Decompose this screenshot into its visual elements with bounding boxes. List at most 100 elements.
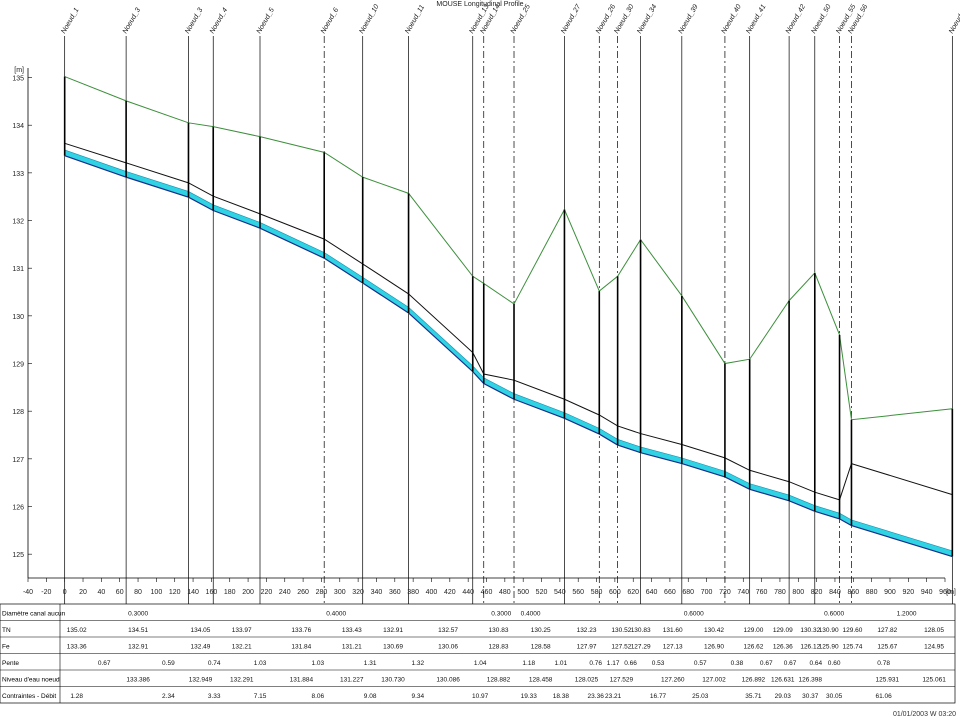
- table-cell: 128.025: [575, 677, 599, 684]
- chart-title: MOUSE Longitudinal Profile: [436, 1, 524, 8]
- x-tick-label: 560: [572, 589, 584, 596]
- node-label: Noeud_3: [184, 7, 204, 35]
- x-tick-label: 660: [664, 589, 676, 596]
- x-tick-label: 960: [939, 589, 951, 596]
- table-cell: 127.13: [663, 644, 683, 651]
- x-tick-label: 480: [499, 589, 511, 596]
- x-tick-label: 540: [554, 589, 566, 596]
- y-tick-label: 130: [12, 314, 24, 321]
- table-cell: 127.52: [611, 644, 631, 651]
- table-cell: 1.28: [70, 693, 83, 700]
- table-cell: 125.061: [922, 677, 946, 684]
- table-cell: 0.67: [98, 660, 111, 667]
- table-cell: 133.386: [126, 677, 150, 684]
- x-tick-label: 200: [242, 589, 254, 596]
- table-cell: 1.03: [312, 660, 325, 667]
- table-cell: 0.6000: [824, 611, 844, 618]
- table-cell: 133.43: [342, 627, 362, 634]
- table-cell: 132.91: [383, 627, 403, 634]
- x-tick-label: 360: [389, 589, 401, 596]
- x-tick-label: 300: [334, 589, 346, 596]
- node-label: Noeud_11: [404, 4, 426, 35]
- table-cell: 0.67: [760, 660, 773, 667]
- table-cell: 8.06: [312, 693, 325, 700]
- node-label: Noeud_50: [810, 3, 832, 35]
- table-cell: 128.882: [487, 677, 511, 684]
- table-cell: 132.291: [230, 677, 254, 684]
- table-cell: 10.97: [472, 693, 489, 700]
- table-cell: 1.32: [411, 660, 424, 667]
- table-cell: 127.260: [661, 677, 685, 684]
- table-cell: 132.57: [438, 627, 458, 634]
- table-cell: 128.58: [531, 644, 551, 651]
- x-tick-label: 760: [756, 589, 768, 596]
- x-tick-label: 620: [627, 589, 639, 596]
- x-tick-label: 20: [79, 589, 87, 596]
- table-cell: 1.18: [522, 660, 535, 667]
- x-unit-label: [m]: [946, 589, 956, 596]
- table-cell: 130.90: [819, 627, 839, 634]
- table-cell: 125.931: [876, 677, 900, 684]
- x-tick-label: 840: [829, 589, 841, 596]
- water-level-layer: [64, 149, 953, 557]
- table-cell: 128.05: [924, 627, 944, 634]
- table-cell: 7.15: [254, 693, 267, 700]
- table-cell: 133.76: [291, 627, 311, 634]
- table-cell: 131.21: [342, 644, 362, 651]
- y-tick-label: 127: [12, 457, 24, 464]
- table-cell: 130.83: [631, 627, 651, 634]
- node-label: Noeud_4: [209, 7, 229, 35]
- table-cell: 35.71: [745, 693, 762, 700]
- timestamp: 01/01/2003 W 03:20: [892, 711, 956, 718]
- table-cell: 0.57: [694, 660, 707, 667]
- table-cell: 16.77: [650, 693, 667, 700]
- y-unit-label: [m]: [14, 67, 24, 74]
- table-cell: 133.97: [232, 627, 252, 634]
- table-cell: 2.34: [162, 693, 175, 700]
- node-label: Noeud_58: [948, 3, 960, 35]
- table-cell: 132.949: [189, 677, 213, 684]
- node-label: Noeud_1: [60, 7, 80, 35]
- x-tick-label: 740: [737, 589, 749, 596]
- table-cell: 126.631: [771, 677, 795, 684]
- table-cell: 30.05: [826, 693, 843, 700]
- table-row-label: Contraintes - Débit: [2, 693, 56, 700]
- table-cell: 129.60: [843, 627, 863, 634]
- table-cell: 30.37: [802, 693, 819, 700]
- table-cell: 127.529: [610, 677, 634, 684]
- table-cell: 9.34: [411, 693, 424, 700]
- profile-lines-layer: [63, 76, 954, 558]
- table-cell: 25.03: [692, 693, 709, 700]
- table-cell: 130.69: [383, 644, 403, 651]
- table-cell: 134.51: [128, 627, 148, 634]
- table-cell: 127.002: [702, 677, 726, 684]
- table-cell: 1.04: [474, 660, 487, 667]
- x-tick-label: 800: [792, 589, 804, 596]
- node-label: Noeud_25: [510, 3, 532, 35]
- table-cell: 124.95: [924, 644, 944, 651]
- x-tick-label: 100: [151, 589, 163, 596]
- data-table: Diamètre canal aucun 0.3000 0.4000 0.3000 0.…: [0, 603, 956, 704]
- node-label: Noeud_39: [677, 3, 699, 35]
- table-cell: 126.36: [773, 644, 793, 651]
- table-cell: 1.31: [364, 660, 377, 667]
- node-label: Noeud_40: [721, 3, 743, 35]
- table-cell: 130.06: [438, 644, 458, 651]
- x-tick-label: 120: [169, 589, 181, 596]
- table-cell: 127.29: [631, 644, 651, 651]
- table-cell: 130.086: [436, 677, 460, 684]
- x-tick-label: 400: [426, 589, 438, 596]
- table-cell: 133.36: [67, 644, 87, 651]
- x-tick-label: 240: [279, 589, 291, 596]
- table-cell: 131.84: [291, 644, 311, 651]
- x-tick-label: 220: [261, 589, 273, 596]
- x-tick-label: 940: [921, 589, 933, 596]
- table-cell: 125.74: [843, 644, 863, 651]
- table-cell: 127.97: [577, 644, 597, 651]
- x-tick-label: 780: [774, 589, 786, 596]
- x-tick-label: -20: [41, 589, 51, 596]
- node-label: Noeud_42: [785, 3, 807, 35]
- table-cell: 126.12: [800, 644, 820, 651]
- table-cell: 0.66: [624, 660, 637, 667]
